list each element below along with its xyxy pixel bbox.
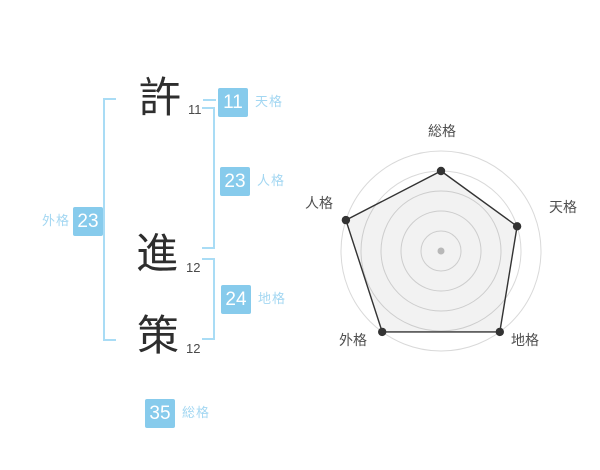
gaikaku-bracket xyxy=(103,98,116,341)
radar-axis-label: 人格 xyxy=(305,195,333,211)
kanji-char-1: 許 xyxy=(139,74,182,121)
data-point xyxy=(495,327,504,337)
stroke-count-2: 12 xyxy=(186,260,201,275)
data-polygon xyxy=(345,170,518,333)
data-point xyxy=(378,327,387,337)
grid-ring xyxy=(420,230,462,272)
radar-axis-label: 総格 xyxy=(428,123,456,139)
data-point xyxy=(436,166,446,176)
stroke-count-3: 12 xyxy=(186,341,201,356)
grid-ring xyxy=(400,210,482,292)
jinkaku-badge: 23 xyxy=(220,167,250,196)
tenkaku-label: 天格 xyxy=(255,94,284,109)
grid-ring xyxy=(340,150,542,352)
stroke-count-1: 11 xyxy=(188,102,202,117)
chikaku-bracket xyxy=(202,258,215,340)
tenkaku-tick xyxy=(203,99,216,101)
data-point xyxy=(512,222,522,231)
jinkaku-bracket xyxy=(202,107,215,249)
gaikaku-label: 外格 xyxy=(42,213,71,228)
radar-axis-label: 外格 xyxy=(339,332,367,348)
kanji-char-3: 策 xyxy=(137,312,180,359)
data-point xyxy=(341,215,351,225)
chikaku-label: 地格 xyxy=(258,291,287,306)
radar-axis-label: 地格 xyxy=(511,332,539,348)
grid-ring xyxy=(380,190,502,312)
chikaku-badge: 24 xyxy=(221,285,251,314)
tenkaku-badge: 11 xyxy=(218,88,248,117)
gaikaku-badge: 23 xyxy=(73,207,103,236)
soukaku-badge: 35 xyxy=(145,399,175,428)
jinkaku-label: 人格 xyxy=(257,173,286,188)
soukaku-label: 総格 xyxy=(182,405,211,420)
kanji-char-2: 進 xyxy=(136,230,179,277)
center-dot xyxy=(437,247,445,255)
radar-axis-label: 天格 xyxy=(549,199,577,215)
